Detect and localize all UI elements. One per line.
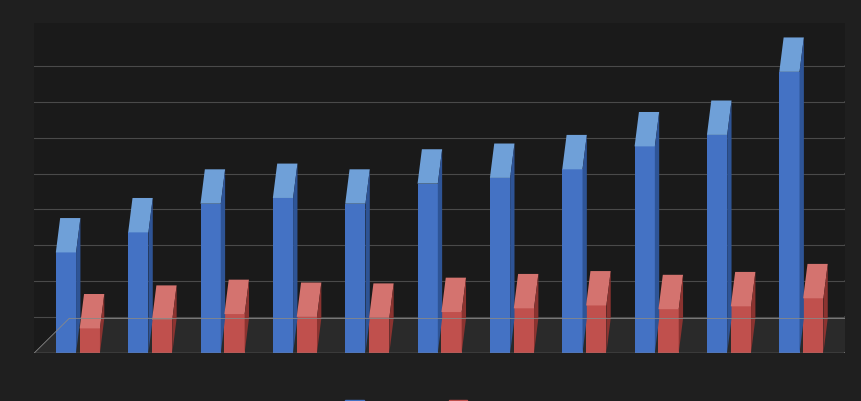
Polygon shape — [727, 101, 731, 353]
Polygon shape — [582, 136, 586, 353]
Polygon shape — [778, 38, 803, 73]
Polygon shape — [79, 328, 100, 353]
Polygon shape — [296, 283, 321, 317]
Polygon shape — [441, 278, 466, 312]
Polygon shape — [79, 294, 104, 328]
Polygon shape — [706, 101, 731, 136]
Polygon shape — [802, 264, 827, 299]
Polygon shape — [822, 264, 827, 353]
Polygon shape — [417, 150, 442, 184]
Polygon shape — [802, 299, 822, 353]
Polygon shape — [172, 286, 177, 353]
Polygon shape — [678, 275, 682, 353]
Polygon shape — [128, 233, 148, 353]
Polygon shape — [654, 113, 659, 353]
Polygon shape — [34, 318, 861, 353]
Polygon shape — [561, 136, 586, 170]
Polygon shape — [273, 164, 297, 198]
Polygon shape — [317, 283, 321, 353]
Polygon shape — [658, 275, 682, 310]
Polygon shape — [706, 136, 727, 353]
Polygon shape — [417, 184, 437, 353]
Polygon shape — [273, 198, 293, 353]
Polygon shape — [224, 280, 249, 314]
Polygon shape — [201, 170, 225, 204]
Polygon shape — [461, 278, 466, 353]
Polygon shape — [245, 280, 249, 353]
Polygon shape — [56, 219, 80, 253]
Polygon shape — [510, 144, 514, 353]
Polygon shape — [369, 318, 389, 353]
Polygon shape — [293, 164, 297, 353]
Polygon shape — [585, 271, 610, 306]
Polygon shape — [128, 198, 152, 233]
Polygon shape — [201, 204, 220, 353]
Polygon shape — [730, 272, 754, 306]
Polygon shape — [750, 272, 754, 353]
Polygon shape — [658, 310, 678, 353]
Polygon shape — [369, 284, 393, 318]
Polygon shape — [534, 274, 538, 353]
Polygon shape — [344, 170, 369, 204]
Polygon shape — [634, 147, 654, 353]
Polygon shape — [489, 178, 510, 353]
Polygon shape — [56, 253, 76, 353]
Polygon shape — [605, 271, 610, 353]
Polygon shape — [389, 284, 393, 353]
Polygon shape — [730, 306, 750, 353]
Polygon shape — [76, 219, 80, 353]
Polygon shape — [224, 314, 245, 353]
Polygon shape — [441, 312, 461, 353]
Polygon shape — [489, 144, 514, 178]
Polygon shape — [296, 317, 317, 353]
Polygon shape — [799, 38, 803, 353]
Polygon shape — [344, 204, 365, 353]
Polygon shape — [634, 113, 659, 147]
Polygon shape — [778, 73, 799, 353]
Polygon shape — [513, 274, 538, 308]
Polygon shape — [365, 170, 369, 353]
Polygon shape — [561, 170, 582, 353]
Polygon shape — [513, 308, 534, 353]
Polygon shape — [152, 320, 172, 353]
Polygon shape — [437, 150, 442, 353]
Polygon shape — [220, 170, 225, 353]
Polygon shape — [148, 198, 152, 353]
Polygon shape — [152, 286, 177, 320]
Polygon shape — [100, 294, 104, 353]
Legend: Masculino, Feminino: Masculino, Feminino — [339, 395, 539, 401]
Polygon shape — [585, 306, 605, 353]
